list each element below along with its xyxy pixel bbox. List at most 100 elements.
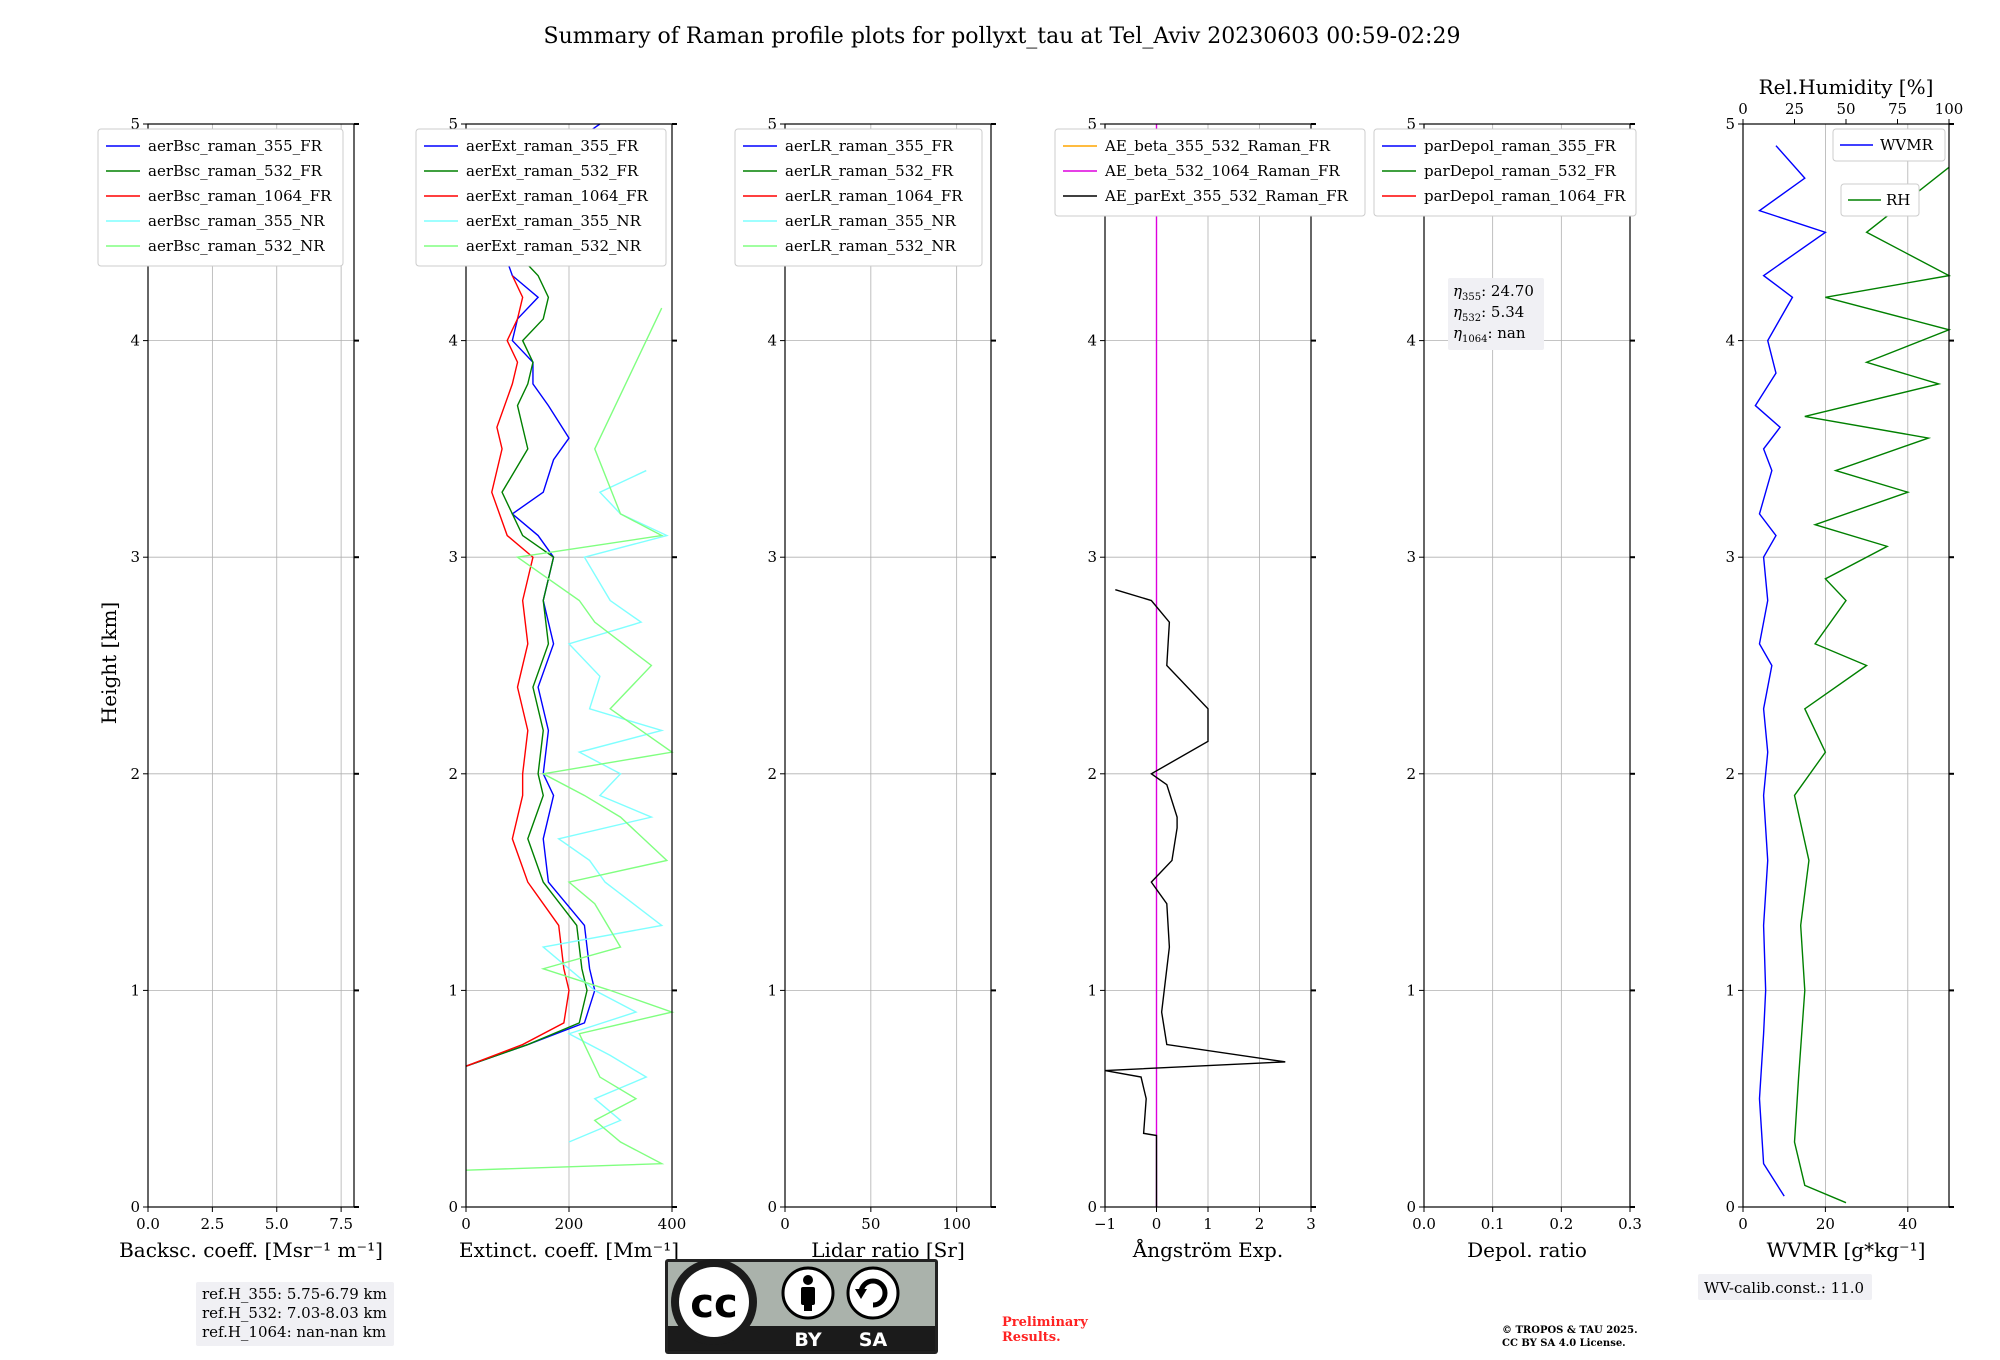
y-tick-label: 3 [1725,548,1735,566]
legend: parDepol_raman_355_FR parDepol_raman_532_… [1373,128,1637,217]
y-tick-label: 4 [1087,332,1097,350]
axes-frame [1742,123,1950,1208]
legend-label: aerLR_raman_1064_FR [785,187,963,205]
y-tick-label: 3 [130,548,140,566]
x-axis-label: Depol. ratio [1467,1238,1587,1262]
axes-frame [1423,123,1631,1208]
x-tick-label: 0 [1152,1215,1162,1233]
x-axis-label: Ångström Exp. [1132,1237,1283,1262]
legend-label: AE_beta_532_1064_Raman_FR [1104,162,1340,180]
legend: aerLR_raman_355_FR aerLR_raman_532_FR aerL… [734,128,983,267]
x-axis-label: Lidar ratio [Sr] [811,1238,965,1262]
legend-label: parDepol_raman_532_FR [1424,162,1617,180]
y-tick-label: 2 [1406,765,1416,783]
y-tick-label: 1 [1406,981,1416,999]
x2-tick-label: 75 [1888,100,1907,118]
x-tick-label: 40 [1898,1215,1917,1233]
legend-label: aerExt_raman_532_FR [466,162,639,180]
eta-1064: η1064: nan [1453,324,1526,345]
y-tick-label: 5 [448,115,458,133]
legend-frame [734,128,983,267]
legend-wvmr: WVMR [1832,128,1946,162]
x-tick-label: 50 [861,1215,880,1233]
x2-tick-label: 100 [1935,100,1964,118]
svg-text:cc: cc [690,1281,737,1327]
ref-height-355: ref.H_355: 5.75-6.79 km [202,1285,387,1303]
cc-by-sa-icon: cc BY SA [665,1259,938,1354]
y-tick-label: 1 [1725,981,1735,999]
eta-532: η532: 5.34 [1453,303,1524,324]
x-axis-label: Backsc. coeff. [Msr⁻¹ m⁻¹] [119,1238,383,1262]
height-axis-label: Height [km] [97,602,121,724]
x2-axis-label: Rel.Humidity [%] [1759,75,1934,99]
legend-label: aerExt_raman_355_NR [466,212,642,230]
ref-height-532: ref.H_532: 7.03-8.03 km [202,1304,387,1322]
subplot-panels: 0 1 2 3 4 5 0.0 2.5 5.0 7.5 Backsc. coeff. [Msr⁻¹ … [97,75,1963,1262]
y-tick-label: 4 [130,332,140,350]
y-tick-label: 0 [1725,1198,1735,1216]
eta-box [1448,278,1544,350]
x-tick-label: 2.5 [200,1215,224,1233]
legend: AE_beta_355_532_Raman_FR AE_beta_532_1064… [1054,128,1366,217]
legend-label: aerBsc_raman_532_FR [148,162,323,180]
series-group [465,123,675,1171]
legend-label: aerBsc_raman_1064_FR [148,187,332,205]
x-axis-label: WVMR [g*kg⁻¹] [1767,1238,1926,1262]
y-tick-label: 5 [1087,115,1097,133]
y-tick-label: 1 [1087,981,1097,999]
legend-label: aerLR_raman_355_NR [785,212,956,230]
x-tick-label: 5.0 [265,1215,289,1233]
x-tick-label: 0.2 [1549,1215,1573,1233]
legend-label: aerBsc_raman_532_NR [148,237,325,255]
y-tick-label: 5 [130,115,140,133]
legend-frame [1054,128,1366,217]
series-line-RH [1793,166,1952,1204]
x-tick-label: 20 [1816,1215,1835,1233]
preliminary-text: Preliminary [1002,1315,1088,1330]
y-tick-label: 0 [130,1198,140,1216]
y-tick-label: 3 [1406,548,1416,566]
legend-label: AE_parExt_355_532_Raman_FR [1104,187,1349,205]
y-tick-label: 1 [448,981,458,999]
legend-label: aerLR_raman_532_FR [785,162,954,180]
x-tick-label: 7.5 [329,1215,353,1233]
figure-title: Summary of Raman profile plots for polly… [544,24,1461,49]
x-tick-label: 0.1 [1481,1215,1505,1233]
annotations: ref.H_355: 5.75-6.79 km ref.H_532: 7.03-… [196,278,1872,1354]
legend-label: aerExt_raman_1064_FR [466,187,648,205]
x-tick-label: 100 [942,1215,971,1233]
y-tick-label: 0 [448,1198,458,1216]
y-tick-label: 5 [1406,115,1416,133]
legend-label: parDepol_raman_355_FR [1424,137,1617,155]
legend-frame [1373,128,1637,217]
x-tick-label: 2 [1255,1215,1265,1233]
x-tick-label: 1 [1203,1215,1213,1233]
legend-label: aerBsc_raman_355_FR [148,137,323,155]
y-tick-label: 0 [1406,1198,1416,1216]
y-tick-label: 2 [1725,765,1735,783]
legend-label: aerExt_raman_355_FR [466,137,639,155]
y-tick-label: 0 [1087,1198,1097,1216]
legend-frame [97,128,344,267]
cc-sa-label: SA [859,1329,888,1351]
x-tick-label: 200 [555,1215,584,1233]
wv-calib-box [1698,1274,1872,1300]
x2-tick-label: 25 [1785,100,1804,118]
x2-tick-label: 50 [1836,100,1855,118]
subplot-2: 0 1 2 3 4 5 0 200 400 Extinct. coeff. [Mm⁻¹] aerEx… [415,115,686,1262]
y-tick-label: 5 [1725,115,1735,133]
x-tick-label: 0.3 [1618,1215,1642,1233]
legend-label: AE_beta_355_532_Raman_FR [1104,137,1331,155]
series-group [1754,145,1952,1204]
y-tick-label: 2 [1087,765,1097,783]
y-tick-label: 5 [767,115,777,133]
eta-355: η355: 24.70 [1453,282,1534,303]
series-line-WVMR [1754,145,1827,1197]
y-tick-label: 4 [767,332,777,350]
legend-label: RH [1886,191,1910,209]
legend-frame [415,128,667,267]
wv-calib-text: WV-calib.const.: 11.0 [1704,1279,1864,1297]
